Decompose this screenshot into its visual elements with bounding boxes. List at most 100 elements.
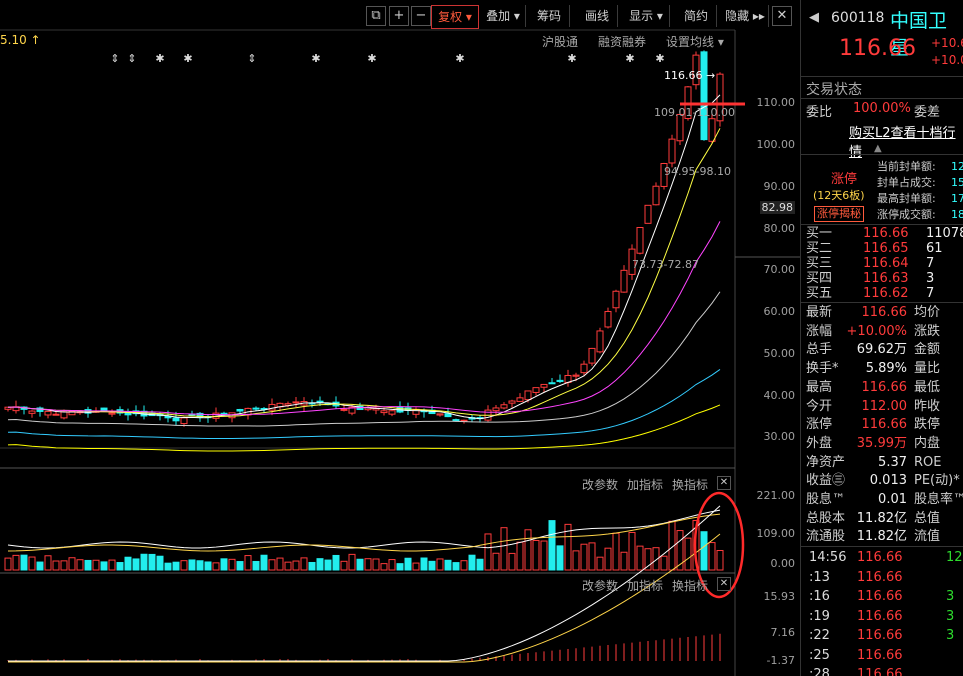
volume-bar xyxy=(132,558,140,571)
volume-bar xyxy=(116,562,124,571)
candle xyxy=(444,413,452,418)
stat-row: 收益㊂ 0.013 PE(动)* xyxy=(801,471,963,491)
volume-bar xyxy=(172,561,180,571)
vol-axis-tick: 0.00 xyxy=(770,557,796,570)
candle xyxy=(652,185,660,206)
ma-settings-link[interactable]: 设置均线 ▾ xyxy=(666,35,724,49)
axis-tick: 80.00 xyxy=(763,222,796,235)
tick-price: 116.66 xyxy=(857,667,903,676)
tick-row: :22 116.66 3 xyxy=(801,626,963,646)
kline-chart[interactable]: ⇕ ⇕ ✱ ✱ ⇕ ✱ ✱ ✱ ✱ ✱ ✱ xyxy=(0,0,800,676)
volume-bar xyxy=(620,551,628,571)
volume-bar xyxy=(156,555,164,571)
volume-bar xyxy=(100,561,108,571)
candle xyxy=(268,403,276,411)
bid-price: 116.64 xyxy=(863,256,909,271)
limit-up-reveal-button[interactable]: 涨停揭秘 xyxy=(814,206,864,222)
stat-row: 涨幅 +10.00% 涨跌 xyxy=(801,322,963,342)
bid-row[interactable]: 买二 116.65 61 xyxy=(801,241,963,256)
zoom-out-icon[interactable]: − xyxy=(411,6,431,26)
weibi-value: 100.00% xyxy=(853,101,911,116)
volume-bar xyxy=(636,545,644,571)
candle xyxy=(628,248,636,275)
fuquan-button[interactable]: 复权 ▾ xyxy=(431,5,479,29)
l2-link[interactable]: 购买L2查看十档行情 xyxy=(849,126,956,160)
hide-button[interactable]: 隐藏 ▸▸ xyxy=(722,5,769,27)
back-arrow-icon[interactable]: ◀ xyxy=(809,10,819,25)
stat-label-2: ROE xyxy=(914,454,942,470)
vol-add-indicator[interactable]: 加指标 xyxy=(627,478,664,492)
candle xyxy=(284,403,292,406)
ind-edit-params[interactable]: 改参数 xyxy=(582,579,619,593)
candle xyxy=(540,383,548,388)
candle xyxy=(572,374,580,377)
event-marker: ✱ xyxy=(625,52,634,65)
bid-label: 买一 xyxy=(806,226,833,241)
stat-value: 0.01 xyxy=(878,492,907,507)
volume-bar xyxy=(476,558,484,571)
close-icon[interactable]: ✕ xyxy=(772,6,792,26)
bid-qty: 3 xyxy=(926,271,935,286)
overlay-button[interactable]: 叠加 ▾ xyxy=(481,5,526,27)
volume-bar xyxy=(316,558,324,571)
tick-time: 14:56 xyxy=(809,550,847,565)
candle xyxy=(28,410,36,414)
window-restore-icon[interactable]: ⧉ xyxy=(366,6,386,26)
stat-label-2: PE(动)* xyxy=(914,473,960,489)
moving-average-line xyxy=(7,291,721,427)
stat-value: 0.013 xyxy=(869,473,907,489)
hk-connect-link[interactable]: 沪股通 xyxy=(542,35,579,49)
collapse-up-icon[interactable]: ▲ xyxy=(874,143,882,154)
bid-row[interactable]: 买一 116.66 11078 xyxy=(801,226,963,241)
tick-qty: 3 xyxy=(946,628,955,643)
tick-price: 116.66 xyxy=(857,628,903,643)
display-button[interactable]: 显示 ▾ xyxy=(623,5,670,27)
stat-label: 收益㊂ xyxy=(806,473,846,489)
volume-bar xyxy=(500,527,508,571)
candle xyxy=(388,410,396,415)
vol-close-icon[interactable]: ✕ xyxy=(717,476,731,490)
volume-bar xyxy=(700,531,708,571)
vol-edit-params[interactable]: 改参数 xyxy=(582,478,619,492)
seal-row-label: 当前封单额: xyxy=(877,160,936,173)
volume-bar xyxy=(236,561,244,571)
candle xyxy=(580,363,588,374)
stat-value: +10.00% xyxy=(846,323,907,339)
simple-button[interactable]: 简约 xyxy=(676,5,717,27)
chart-area[interactable]: ⧉ + − 复权 ▾ 叠加 ▾ 筹码 画线 显示 ▾ 简约 隐藏 ▸▸ ✕ 5.… xyxy=(0,0,800,676)
draw-line-button[interactable]: 画线 xyxy=(577,5,618,27)
volume-bar xyxy=(564,523,572,571)
candle xyxy=(668,138,676,164)
vol-switch-indicator[interactable]: 换指标 xyxy=(672,478,709,492)
axis-tick: 100.00 xyxy=(756,138,796,151)
stat-value: 11.82亿 xyxy=(856,529,907,545)
volume-bar xyxy=(308,561,316,571)
stat-value: 5.89% xyxy=(865,361,907,377)
volume-bar xyxy=(84,559,92,571)
margin-trading-link[interactable]: 融资融券 xyxy=(598,35,647,49)
moving-average-line xyxy=(7,369,721,439)
candle xyxy=(100,407,108,411)
bid-row[interactable]: 买四 116.63 3 xyxy=(801,271,963,286)
candle xyxy=(532,387,540,393)
volume-bar xyxy=(340,560,348,571)
ind-switch-indicator[interactable]: 换指标 xyxy=(672,579,709,593)
stat-row: 换手* 5.89% 量比 xyxy=(801,359,963,379)
bid-row[interactable]: 买五 116.62 7 xyxy=(801,286,963,301)
bid-label: 买二 xyxy=(806,241,833,256)
stat-value: 11.82亿 xyxy=(856,510,907,526)
quote-panel: ◀ 600118 中国卫星 116.66 +10.6 +10.0 交易状态 委比… xyxy=(800,0,963,676)
tick-time: :25 xyxy=(809,647,830,663)
chips-button[interactable]: 筹码 xyxy=(529,5,570,27)
stat-label-2: 量比 xyxy=(914,361,941,377)
bid-row[interactable]: 买三 116.64 7 xyxy=(801,256,963,271)
zoom-in-icon[interactable]: + xyxy=(389,6,409,26)
volume-bar xyxy=(444,559,452,571)
ind-add-indicator[interactable]: 加指标 xyxy=(627,579,664,593)
candle xyxy=(612,290,620,309)
stat-row: 股息™ 0.01 股息率™ xyxy=(801,490,963,510)
bid-label: 买三 xyxy=(806,256,833,271)
tick-price: 116.66 xyxy=(857,608,903,624)
ind-close-icon[interactable]: ✕ xyxy=(717,577,731,591)
volume-bar xyxy=(516,541,524,571)
